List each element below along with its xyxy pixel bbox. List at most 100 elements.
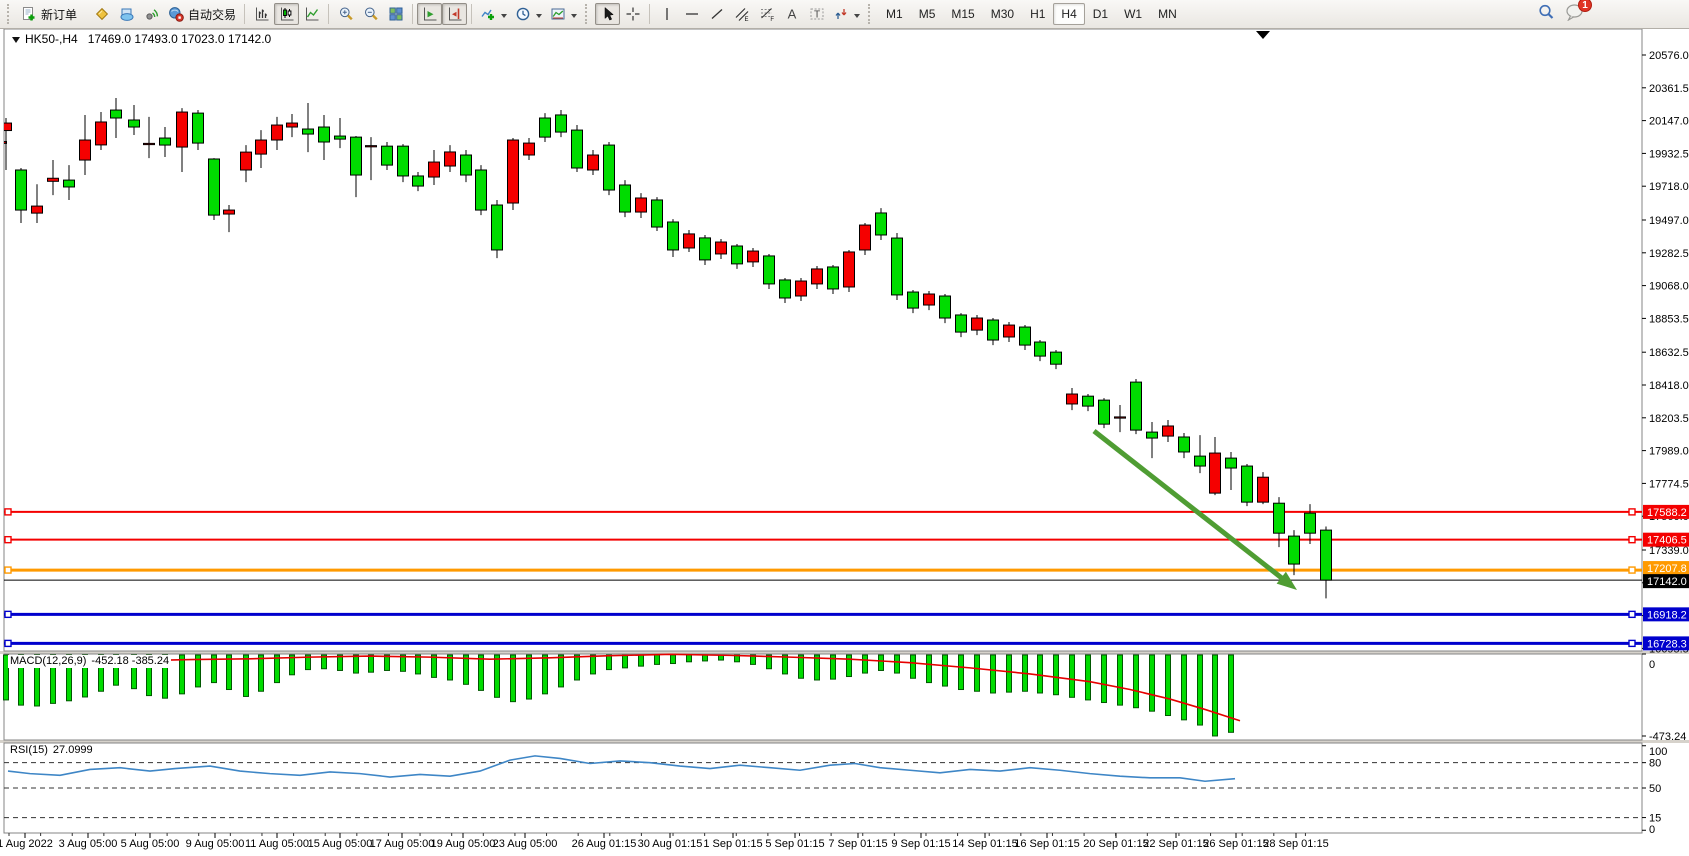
toolbar-grip[interactable] <box>7 4 13 24</box>
toolbar-right-group: 1 <box>1537 0 1592 21</box>
svg-text:19 Aug 05:00: 19 Aug 05:00 <box>431 838 496 850</box>
toolbar-separator <box>649 4 651 24</box>
svg-text:E: E <box>744 17 748 22</box>
price-axis[interactable]: 20576.0 20361.5 20147.0 19932.5 19718.0 19497… <box>1642 50 1689 655</box>
signal-button[interactable] <box>139 3 164 25</box>
bar-chart-button[interactable] <box>249 3 274 25</box>
chart-title: HK50-,H4 17469.0 17493.0 17023.0 17142.0 <box>10 31 273 47</box>
new-order-button[interactable]: 新订单 <box>17 3 81 25</box>
tf-button-h4[interactable]: H4 <box>1053 3 1085 25</box>
chat-button[interactable]: 1 <box>1565 0 1592 21</box>
main-chart-panel[interactable] <box>3 28 1643 652</box>
auto-scroll-icon <box>423 7 437 21</box>
rsi-levels <box>4 762 1642 819</box>
tf-button-mn[interactable]: MN <box>1158 7 1177 21</box>
tf-button-m1[interactable]: M1 <box>886 7 903 21</box>
svg-text:1 Sep 01:15: 1 Sep 01:15 <box>703 838 762 850</box>
svg-text:100: 100 <box>1649 746 1667 758</box>
svg-text:30 Aug 01:15: 30 Aug 01:15 <box>638 838 703 850</box>
autotrade-button[interactable]: 自动交易 <box>164 3 240 25</box>
symbol-dropdown-icon[interactable] <box>12 37 20 47</box>
candlestick-chart-button[interactable] <box>274 3 300 25</box>
rsi-line <box>7 755 1236 783</box>
chart-title-ohlc: 17469.0 17493.0 17023.0 17142.0 <box>87 31 272 46</box>
search-icon[interactable] <box>1537 3 1555 21</box>
chart-shift-marker[interactable] <box>1256 31 1270 39</box>
macd-histogram <box>3 654 1234 737</box>
toolbar-grip[interactable] <box>585 4 591 24</box>
tf-button-m30[interactable]: M30 <box>990 7 1015 21</box>
cursor-button[interactable] <box>595 3 621 25</box>
signal-icon <box>145 9 158 20</box>
line-chart-button[interactable] <box>299 3 324 25</box>
toolbar-grip[interactable] <box>868 4 874 24</box>
gold-cube-button[interactable] <box>89 3 114 25</box>
tf-button-m5[interactable]: M5 <box>918 7 936 21</box>
toolbar-separator <box>471 4 473 24</box>
svg-text:5 Aug 05:00: 5 Aug 05:00 <box>121 838 180 850</box>
svg-text:17 Aug 05:00: 17 Aug 05:00 <box>370 838 435 850</box>
panels <box>3 28 1643 834</box>
tf-button-m15[interactable]: M15 <box>951 7 975 21</box>
svg-text:17774.5: 17774.5 <box>1649 478 1689 490</box>
cloud-terminal-button[interactable] <box>114 3 139 25</box>
auto-scroll-button[interactable] <box>417 3 443 25</box>
equidistant-channel-icon: E <box>735 8 748 22</box>
tile-windows-button[interactable] <box>383 3 408 25</box>
horizontal-line-button[interactable] <box>679 3 704 25</box>
trendline-button[interactable] <box>704 3 729 25</box>
svg-text:18853.5: 18853.5 <box>1649 313 1689 325</box>
svg-text:17339.0: 17339.0 <box>1649 545 1689 557</box>
indicators-dropdown-icon[interactable] <box>501 13 508 21</box>
toolbar: 新订单 自动交易 <box>0 0 1689 29</box>
periods-dropdown-icon[interactable] <box>536 13 543 21</box>
new-order-label: 新订单 <box>41 7 78 22</box>
svg-text:17588.2: 17588.2 <box>1647 507 1687 519</box>
svg-text:20 Sep 01:15: 20 Sep 01:15 <box>1083 838 1148 850</box>
templates-button[interactable] <box>546 3 581 25</box>
chart-shift-button[interactable] <box>442 3 468 25</box>
trend-arrow[interactable] <box>1092 429 1297 590</box>
svg-text:19718.0: 19718.0 <box>1649 181 1689 193</box>
macd-axis[interactable]: 0 -473.24 <box>1642 653 1686 743</box>
gold-cube-icon <box>95 7 108 21</box>
candles-layer[interactable] <box>0 88 1332 599</box>
vertical-line-button[interactable] <box>654 3 679 25</box>
time-axis[interactable]: 1 Aug 2022 3 Aug 05:00 5 Aug 05:00 9 Aug 05… <box>0 833 1329 850</box>
svg-text:5 Sep 01:15: 5 Sep 01:15 <box>765 838 824 850</box>
periods-button[interactable] <box>511 3 546 25</box>
tf-button-w1[interactable]: W1 <box>1124 7 1143 21</box>
fibonacci-button[interactable]: F <box>754 3 779 25</box>
chat-badge: 1 <box>1578 0 1592 12</box>
channel-button[interactable]: E <box>729 3 754 25</box>
arrows-button[interactable] <box>829 3 864 25</box>
toolbar-separator <box>244 4 246 24</box>
candlestick-chart-icon <box>280 7 294 21</box>
tf-button-h1[interactable]: H1 <box>1030 7 1046 21</box>
svg-text:7 Sep 01:15: 7 Sep 01:15 <box>828 838 887 850</box>
crosshair-button[interactable] <box>620 3 645 25</box>
line-chart-icon <box>305 7 319 21</box>
templates-dropdown-icon[interactable] <box>571 13 578 21</box>
price-label-17588.2: 17588.2 <box>1643 504 1689 519</box>
zoom-out-button[interactable] <box>358 3 383 25</box>
zoom-in-button[interactable] <box>333 3 358 25</box>
svg-text:18632.5: 18632.5 <box>1649 347 1689 359</box>
chart-title-symbol: HK50-,H4 <box>25 31 78 46</box>
rsi-label: RSI(15) 27.0999 <box>8 744 95 757</box>
hlines[interactable] <box>4 508 1642 648</box>
timeframe-group: M1 M5 M15 M30 H1 H4 D1 W1 MN <box>878 3 1185 25</box>
text-button[interactable]: A <box>779 3 804 25</box>
macd-panel[interactable] <box>3 653 1643 741</box>
svg-text:15 Aug 05:00: 15 Aug 05:00 <box>308 838 373 850</box>
indicators-button[interactable] <box>476 3 511 25</box>
tf-button-d1[interactable]: D1 <box>1092 7 1109 21</box>
svg-text:19282.5: 19282.5 <box>1649 248 1689 260</box>
label-button[interactable]: T <box>804 3 829 25</box>
svg-text:17989.0: 17989.0 <box>1649 446 1689 458</box>
svg-text:1 Aug 2022: 1 Aug 2022 <box>0 838 53 850</box>
svg-text:14 Sep 01:15: 14 Sep 01:15 <box>952 838 1017 850</box>
arrows-dropdown-icon[interactable] <box>854 13 861 21</box>
